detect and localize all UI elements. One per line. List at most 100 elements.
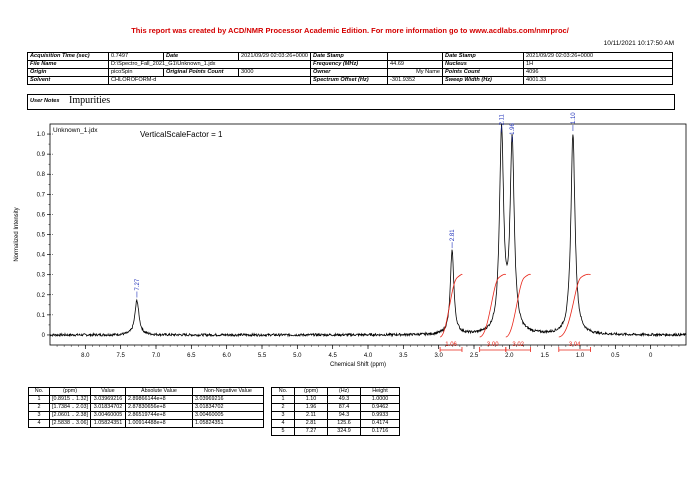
table-cell: 1 <box>271 395 295 404</box>
y-tick-label: 0.2 <box>37 293 46 299</box>
table-cell: 4 <box>271 419 295 428</box>
sweep-width-label: Sweep Width (Hz) <box>442 76 525 85</box>
peak-label: 1.96 <box>510 123 516 135</box>
frequency-label: Frequency (MHz) <box>310 60 389 69</box>
x-tick-label: 1.0 <box>576 353 585 359</box>
x-tick-label: 2.5 <box>470 353 479 359</box>
spectrum-offset-value: -301.9352 <box>387 76 444 85</box>
x-tick-label: 4.0 <box>364 353 373 359</box>
nucleus-value: 1H <box>523 60 673 69</box>
table-cell: 1.96 <box>294 403 328 412</box>
table-row: 2 [1.7384 .. 2.03] 3.01834702 2.87830656e+8… <box>28 403 264 412</box>
table-cell: 1.05824351 <box>89 419 126 428</box>
integral-curve <box>479 273 507 338</box>
table-cell: 0.1716 <box>360 427 400 436</box>
table-cell: 87.4 <box>327 403 361 412</box>
table-cell: 3.01834702 <box>89 403 126 412</box>
table-cell: 3.03969216 <box>191 395 264 404</box>
table-cell: [2.5838 .. 3.06] <box>49 419 91 428</box>
table-row: 4 2.81 125.6 0.4174 <box>271 419 400 428</box>
integral-value: 1.06 <box>445 342 457 348</box>
y-tick-label: 0.1 <box>37 313 46 319</box>
x-tick-label: 7.0 <box>152 353 161 359</box>
x-tick-label: 7.5 <box>116 353 125 359</box>
x-tick-label: 5.0 <box>293 353 302 359</box>
table-cell: 49.3 <box>327 395 361 404</box>
x-tick-label: 4.5 <box>328 353 337 359</box>
user-notes-label: User Notes <box>30 98 60 104</box>
x-tick-label: 8.0 <box>81 353 90 359</box>
integral-table: No. (ppm) Value Absolute Value Non-Negative … <box>28 387 264 428</box>
table-cell: [1.7384 .. 2.03] <box>49 403 91 412</box>
table-row: 2 1.96 87.4 0.9462 <box>271 403 400 412</box>
table-row: 4 [2.5838 .. 3.06] 1.05824351 1.00914488e+8… <box>28 419 264 428</box>
orig-points-value: 3000 <box>237 68 312 77</box>
x-tick-label: 0 <box>649 353 653 359</box>
x-tick-label: 1.5 <box>540 353 549 359</box>
table-cell: 3 <box>28 411 50 420</box>
metadata-table: Acquisition Time (sec) 0.7497 Date 2021/… <box>27 52 673 85</box>
y-tick-label: 0.6 <box>37 212 46 218</box>
y-tick-label: 0.9 <box>37 152 46 158</box>
table-cell: 2.89866144e+8 <box>124 395 193 404</box>
table-cell: 3.00460005 <box>89 411 126 420</box>
table-cell: 0.9462 <box>360 403 400 412</box>
table-cell: 3.03969216 <box>89 395 126 404</box>
tA-header: (ppm) <box>49 387 91 396</box>
file-name-value: D:\Spectro_Fall_2021_G1\Unknown_1.jdx <box>107 60 312 69</box>
table-cell: 4 <box>28 419 50 428</box>
tB-header: (Hz) <box>327 387 361 396</box>
y-tick-label: 0 <box>42 333 46 339</box>
table-cell: 3 <box>271 411 295 420</box>
integral-curve <box>439 273 463 338</box>
table-cell: 2.87830656e+8 <box>124 403 193 412</box>
tB-header: Height <box>360 387 400 396</box>
user-notes-box: User Notes Impurities <box>27 94 675 110</box>
integral-value: 3.02 <box>512 342 524 348</box>
table-cell: 1.0000 <box>360 395 400 404</box>
peak-table: No. (ppm) (Hz) Height 1 1.10 49.3 1.0000 2 1.96 8… <box>271 387 400 436</box>
date-stamp-label: Date Stamp <box>442 52 525 61</box>
tA-header: Absolute Value <box>124 387 193 396</box>
x-tick-label: 5.5 <box>258 353 267 359</box>
plot-frame <box>49 123 687 346</box>
table-row: 1 [0.8915 .. 1.32] 3.03969216 2.89866144e+8… <box>28 395 264 404</box>
x-tick-label: 2.0 <box>505 353 514 359</box>
points-count-label: Points Count <box>442 68 525 77</box>
owner-label: Owner <box>310 68 389 77</box>
table-cell: [0.8915 .. 1.32] <box>49 395 91 404</box>
solvent-value: CHLOROFORM-d <box>107 76 312 85</box>
table-cell: 2.11 <box>294 411 328 420</box>
table-cell: 1.00914488e+8 <box>124 419 193 428</box>
origin-label: Origin <box>27 68 109 77</box>
table-cell: 2 <box>28 403 50 412</box>
y-tick-label: 1.0 <box>37 132 46 138</box>
table-row: 3 [2.0601 .. 2.38] 3.00460005 2.86519744e+8… <box>28 411 264 420</box>
tA-header: Value <box>89 387 126 396</box>
peak-label: 2.11 <box>500 113 506 125</box>
table-cell: 2.86519744e+8 <box>124 411 193 420</box>
table-cell: 3.00460005 <box>191 411 264 420</box>
table-cell: 125.6 <box>327 419 361 428</box>
table-row: 3 2.11 94.3 0.9933 <box>271 411 400 420</box>
date-stamp-label: Date Stamp <box>310 52 389 61</box>
origin-value: picoSpin <box>108 68 164 77</box>
table-cell: 324.9 <box>327 427 361 436</box>
tB-header: No. <box>271 387 295 396</box>
y-tick-label: 0.5 <box>37 233 46 239</box>
y-tick-label: 0.3 <box>37 273 46 279</box>
integral-value: 3.00 <box>487 342 499 348</box>
table-cell: 2 <box>271 403 295 412</box>
tA-header: Non-Negative Value <box>191 387 264 396</box>
x-tick-label: 0.5 <box>611 353 620 359</box>
table-cell: 7.27 <box>294 427 328 436</box>
integral-curve <box>558 273 591 338</box>
tB-header: (ppm) <box>294 387 328 396</box>
table-cell: 1.05824351 <box>191 419 264 428</box>
table-cell: 5 <box>271 427 295 436</box>
spectrum-offset-label: Spectrum Offset (Hz) <box>310 76 389 85</box>
date-value: 2021/09/29 02:03:26+0000 <box>237 52 312 61</box>
peak-label: 7.27 <box>135 278 141 290</box>
x-tick-label: 6.0 <box>222 353 231 359</box>
x-tick-label: 6.5 <box>187 353 196 359</box>
